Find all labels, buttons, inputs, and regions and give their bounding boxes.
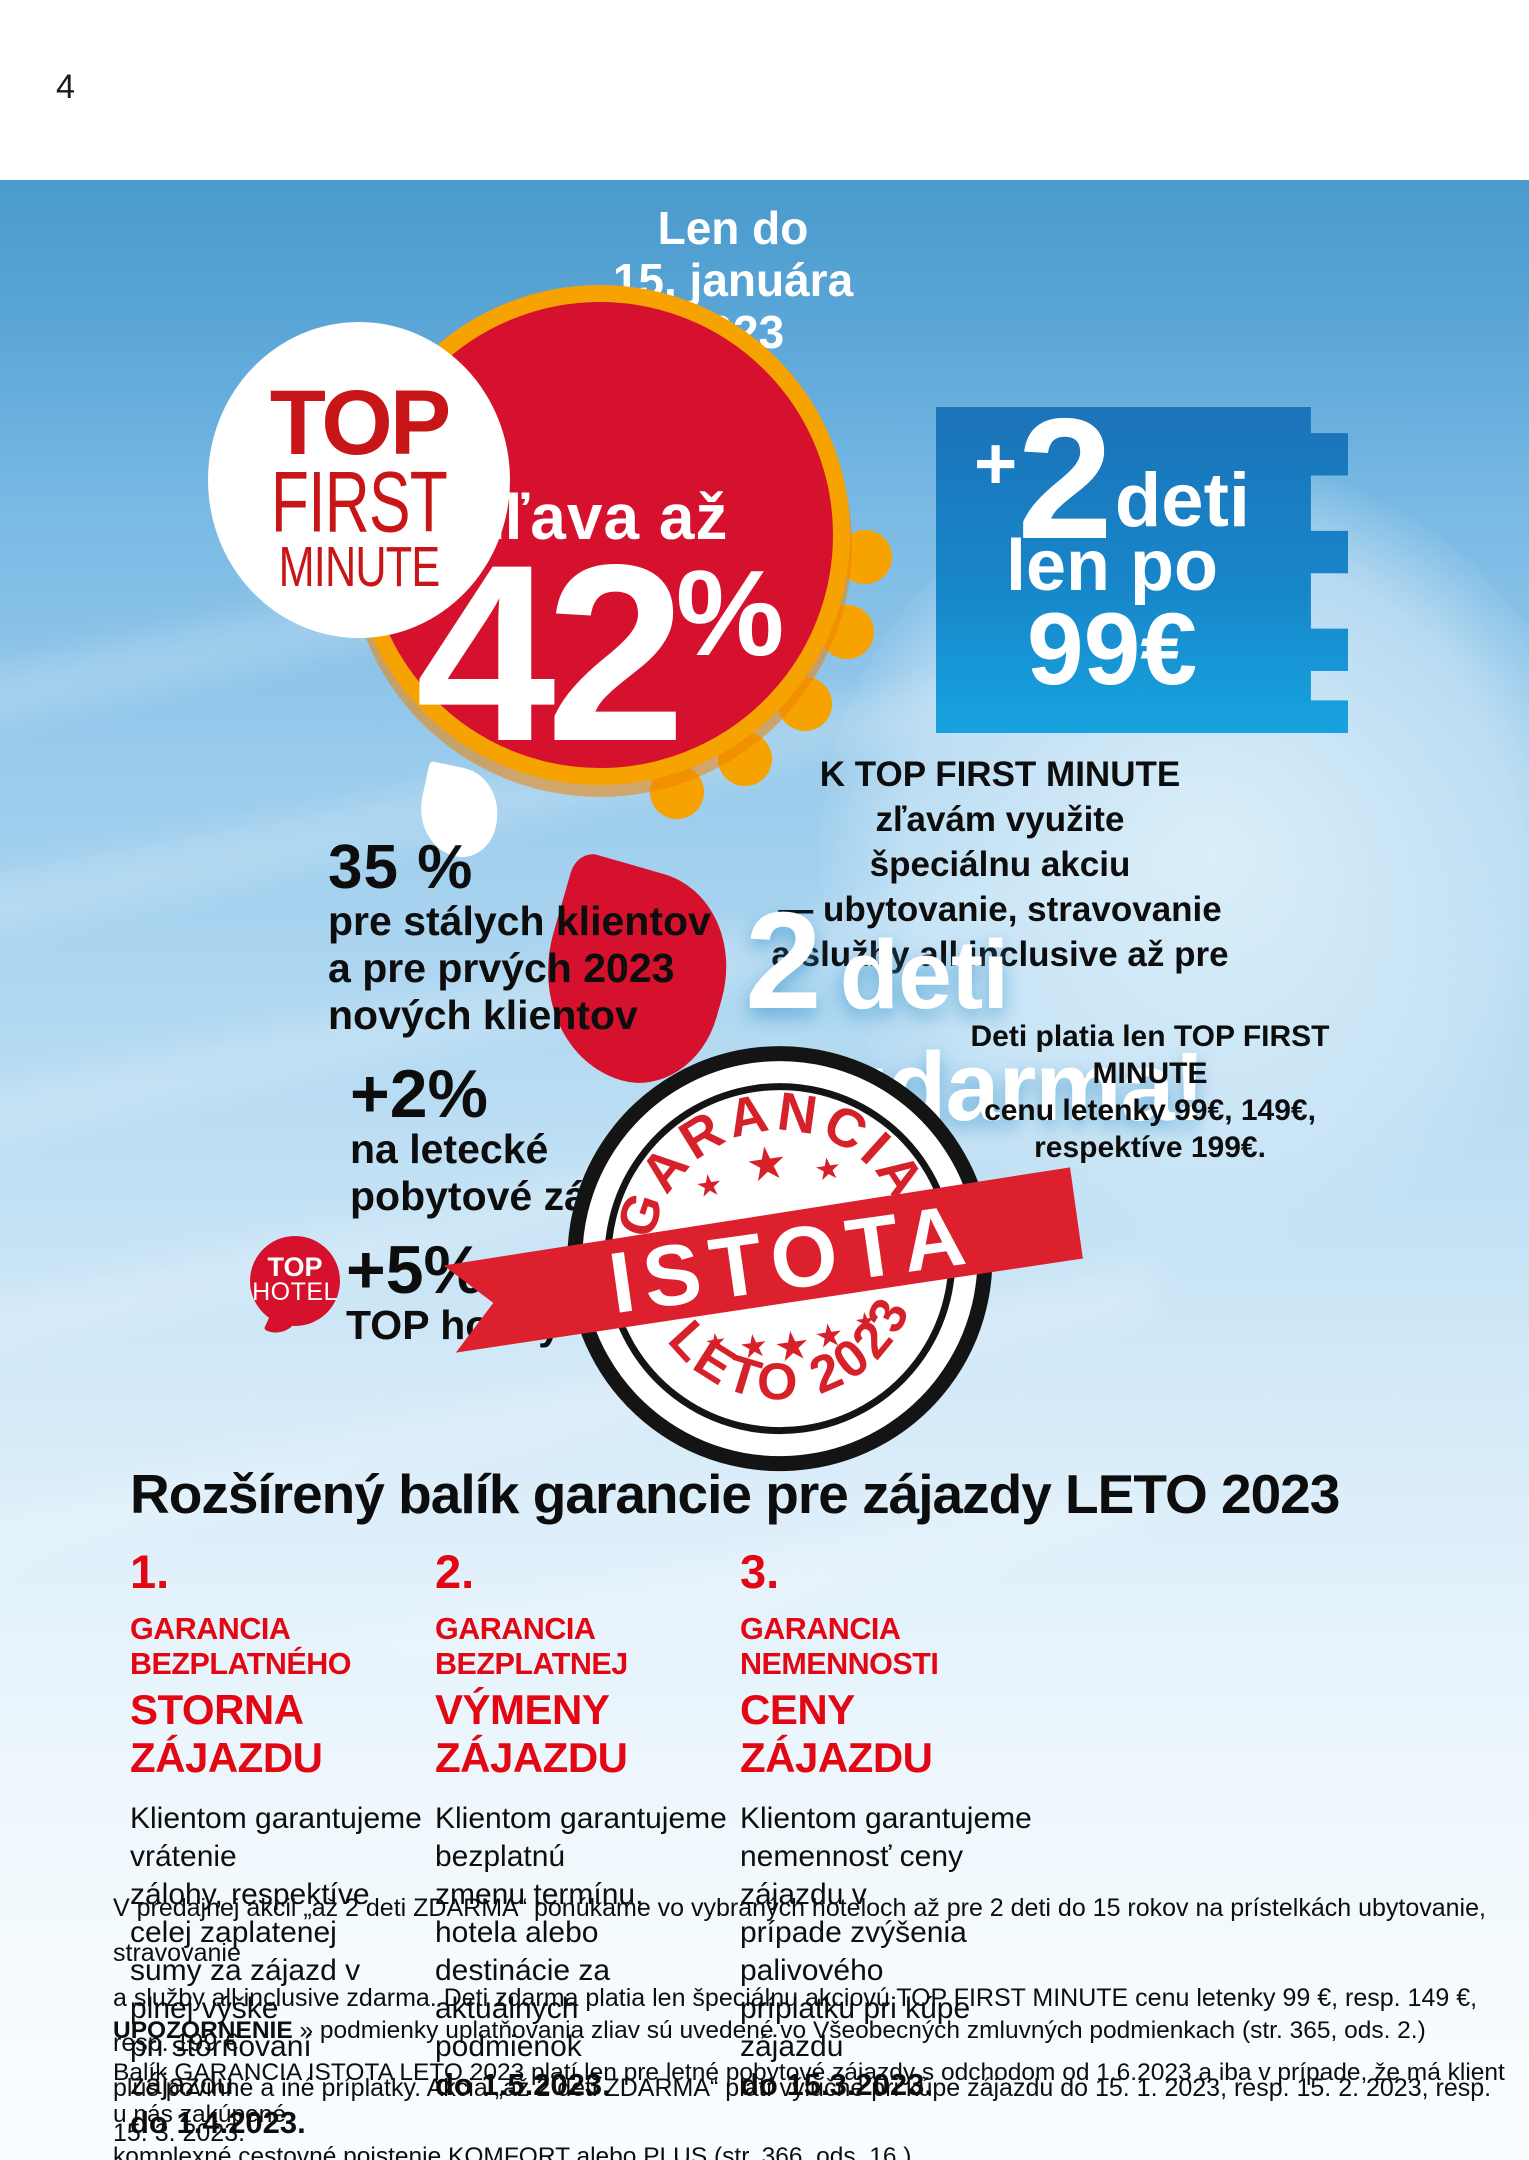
- badge-len-po: len po: [1006, 526, 1218, 607]
- promo-artwork: Len do 15. januára 2023 + 2 deti len po …: [0, 180, 1529, 2160]
- guarantee-body-line: Klientom garantujeme bezplatnú: [435, 1802, 727, 1873]
- special-line: a služby all inclusive až pre: [771, 935, 1229, 974]
- guarantee-body: Klientom garantujeme vrátenie zálohy, re…: [130, 1800, 422, 2142]
- special-line: zľavám využite: [875, 800, 1125, 839]
- guarantee-title: GARANCIA BEZPLATNEJ: [435, 1612, 628, 1681]
- stamp-graphic: GARANCIA LETO 2023 ★ ★ ★ ★ ★ ★ ★ ★ ISTOT…: [443, 1046, 1083, 1472]
- guarantee-number: 3.: [740, 1545, 780, 1598]
- svg-text:★: ★: [737, 1326, 770, 1366]
- discount-prefix: zľava až: [471, 481, 729, 553]
- special-line: — ubytovanie, stravovanie: [778, 890, 1222, 929]
- discount-percent-sign: %: [675, 545, 785, 681]
- guarantee-deadline: do 15.3.2023.: [740, 2067, 934, 2102]
- loyal-line: nových klientov: [328, 992, 638, 1038]
- badge-count: 2: [1017, 383, 1113, 575]
- svg-text:★: ★: [742, 1135, 790, 1192]
- guarantee-body-line: sumy za zájazd v plnej výške: [130, 1954, 361, 2025]
- children-pay-note: Deti platia len TOP FIRST MINUTE cenu le…: [950, 1018, 1350, 1166]
- guarantee-body-line: prípade zvýšenia palivového: [740, 1916, 967, 1987]
- warning-fineprint: UPOZORNENIE » podmienky uplatňovania zli…: [113, 2010, 1513, 2160]
- guarantee-deadline: do 1.5.2023.: [435, 2067, 611, 2102]
- balik-line: komplexné cestovné poistenie KOMFORT ale…: [113, 2143, 912, 2160]
- promo-fineprint-line: V predajnej akcii „až 2 deti ZDARMA“ pon…: [113, 1894, 1486, 1967]
- svg-text:★: ★: [812, 1316, 845, 1356]
- promo-fineprint-line: plus povinné a iné príplatky. Akcia „až …: [113, 2074, 1492, 2147]
- deadline-line: Len do: [657, 202, 809, 254]
- children-pay-line: cenu letenky 99€, 149€,: [984, 1094, 1316, 1127]
- guarantee-body-line: Klientom garantujeme vrátenie: [130, 1802, 422, 1873]
- guarantee-title: CENY ZÁJAZDU: [740, 1686, 933, 1781]
- loyal-discount-headline: 35 %: [328, 833, 474, 902]
- guarantee-deadline: do 1.4.2023.: [130, 2105, 306, 2140]
- guarantees-columns: 1. GARANCIA BEZPLATNÉHO STORNA ZÁJAZDU K…: [130, 1548, 1045, 2142]
- guarantee-title: STORNA ZÁJAZDU: [130, 1686, 323, 1781]
- warning-text: » podmienky uplatňovania zliav sú uveden…: [292, 2017, 1426, 2044]
- badge-plus: +: [973, 422, 1018, 505]
- loyal-line: a pre prvých 2023: [328, 945, 675, 991]
- guarantees-heading: Rozšírený balík garancie pre zájazdy LET…: [130, 1463, 1340, 1525]
- guarantee-body-line: destinácie za aktuálnych: [435, 1954, 611, 2025]
- promo-fineprint-line: a služby all inclusive zdarma. Deti zdar…: [113, 1984, 1478, 2057]
- air-discount-headline: +2%: [350, 1056, 488, 1132]
- guarantee-number: 2.: [435, 1545, 475, 1598]
- warning-line: UPOZORNENIE » podmienky uplatňovania zli…: [113, 2010, 1513, 2052]
- air-line: na letecké: [350, 1126, 549, 1172]
- guarantee-body-line: príplatku pri kúpe zájazdu: [740, 1992, 971, 2063]
- warning-label: UPOZORNENIE: [113, 2017, 293, 2044]
- logo-word-top: TOP: [269, 372, 451, 474]
- promo-fineprint: V predajnej akcii „až 2 deti ZDARMA“ pon…: [113, 1886, 1513, 2156]
- top-margin-strip: 4: [0, 0, 1529, 180]
- svg-text:★: ★: [771, 1322, 813, 1371]
- kids-free-count: 2: [745, 884, 822, 1038]
- guarantee-body-line: nemennosť ceny zájazdu v: [740, 1840, 964, 1911]
- guarantee-column-3: 3. GARANCIA NEMENNOSTI CENY ZÁJAZDU Klie…: [740, 1548, 1032, 2142]
- pin-word-hotel: HOTEL: [252, 1278, 338, 1306]
- guarantee-body-line: Klientom garantujeme: [740, 1802, 1032, 1835]
- svg-text:★: ★: [812, 1151, 843, 1187]
- pin-word-top: TOP: [267, 1252, 323, 1282]
- balik-line: Balík GARANCIA ISTOTA LETO 2023 platí le…: [113, 2059, 1505, 2128]
- guarantee-column-1: 1. GARANCIA BEZPLATNÉHO STORNA ZÁJAZDU K…: [130, 1548, 422, 2142]
- guarantee-column-2: 2. GARANCIA BEZPLATNEJ VÝMENY ZÁJAZDU Kl…: [435, 1548, 727, 2142]
- badge-price: 99€: [1026, 592, 1198, 707]
- guarantee-title: GARANCIA NEMENNOSTI: [740, 1612, 939, 1681]
- children-pay-line: Deti platia len TOP FIRST MINUTE: [970, 1020, 1330, 1090]
- stamp-ribbon: [443, 1167, 1083, 1353]
- kids-price-badge: + 2 deti len po 99€: [936, 407, 1348, 733]
- badge-deti: deti: [1114, 458, 1250, 544]
- guarantee-number: 1.: [130, 1545, 170, 1598]
- guarantee-title: GARANCIA BEZPLATNÉHO: [130, 1612, 352, 1681]
- guarantee-body-line: podmienok: [435, 2030, 582, 2063]
- guarantee-body: Klientom garantujeme bezplatnú zmenu ter…: [435, 1800, 727, 2104]
- stamp-stars: ★ ★ ★ ★ ★ ★ ★ ★: [694, 1135, 879, 1371]
- loyal-line: pre stálych klientov: [328, 898, 711, 944]
- special-line: K TOP FIRST MINUTE: [819, 755, 1181, 794]
- guarantee-body-line: zmenu termínu, hotela alebo: [435, 1878, 644, 1949]
- svg-text:★: ★: [853, 1307, 878, 1337]
- page-number: 4: [56, 68, 75, 106]
- logo-word-minute: MINUTE: [278, 535, 441, 599]
- guarantee-title: VÝMENY ZÁJAZDU: [435, 1686, 628, 1781]
- kids-price-badge-content: + 2 deti len po 99€: [942, 383, 1282, 707]
- logo-word-first: FIRST: [270, 454, 448, 551]
- special-line: špeciálnu akciu: [869, 845, 1131, 884]
- garancia-istota-stamp: GARANCIA LETO 2023 ★ ★ ★ ★ ★ ★ ★ ★ ISTOT…: [389, 964, 1152, 1557]
- top-hotel-pin-icon: TOP HOTEL: [250, 1236, 340, 1326]
- guarantee-body-line: pri stornovaní zájazdu: [130, 2030, 312, 2101]
- svg-text:★: ★: [694, 1168, 725, 1204]
- loyal-discount-block: 35 % pre stálych klientov a pre prvých 2…: [328, 833, 711, 1039]
- guarantee-body: Klientom garantujeme nemennosť ceny zája…: [740, 1800, 1032, 2104]
- top-first-minute-logo: TOP FIRST MINUTE: [208, 322, 510, 638]
- guarantee-body-line: zálohy, respektíve celej zaplatenej: [130, 1878, 370, 1949]
- svg-text:★: ★: [703, 1328, 728, 1358]
- children-pay-line: respektíve 199€.: [1034, 1131, 1266, 1164]
- special-offer-text: K TOP FIRST MINUTE zľavám využite špeciá…: [700, 752, 1300, 977]
